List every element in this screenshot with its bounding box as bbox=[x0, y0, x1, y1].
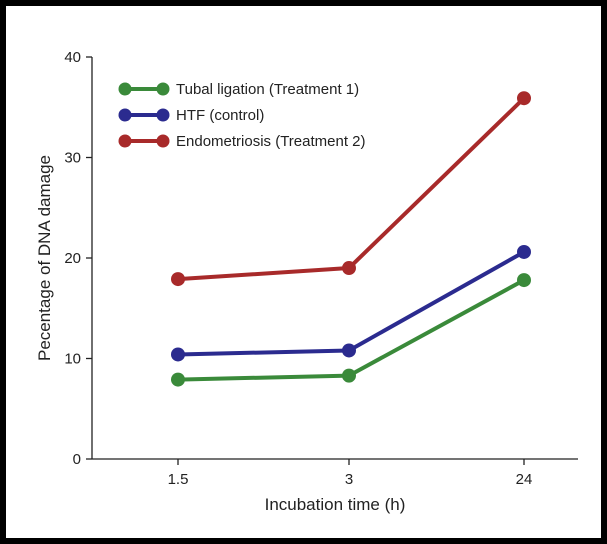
y-tick-label: 20 bbox=[64, 250, 81, 267]
series-layer bbox=[171, 91, 531, 387]
data-point bbox=[171, 272, 185, 287]
data-point bbox=[342, 368, 356, 383]
legend-label: Endometriosis (Treatment 2) bbox=[176, 133, 366, 150]
legend-marker bbox=[118, 108, 132, 122]
y-tick-label: 40 bbox=[64, 49, 81, 66]
legend-label: HTF (control) bbox=[176, 107, 264, 124]
legend-marker bbox=[118, 82, 132, 96]
data-point bbox=[517, 273, 531, 288]
x-tick-label: 24 bbox=[516, 471, 533, 488]
legend-label: Tubal ligation (Treatment 1) bbox=[176, 81, 359, 98]
series-1 bbox=[171, 273, 531, 387]
legend-marker bbox=[118, 134, 132, 148]
data-point bbox=[517, 91, 531, 106]
x-axis-label: Incubation time (h) bbox=[265, 495, 406, 514]
legend-marker bbox=[156, 134, 170, 148]
legend-marker bbox=[156, 82, 170, 96]
series-2 bbox=[171, 244, 531, 362]
legend-marker bbox=[156, 108, 170, 122]
y-tick-label: 10 bbox=[64, 351, 81, 368]
legend-item: Tubal ligation (Treatment 1) bbox=[118, 81, 359, 98]
data-point bbox=[342, 261, 356, 276]
series-3 bbox=[171, 91, 531, 287]
data-point bbox=[171, 372, 185, 387]
legend: Tubal ligation (Treatment 1) HTF (control… bbox=[118, 81, 366, 150]
y-tick-label: 30 bbox=[64, 150, 81, 167]
y-tick-label: 0 bbox=[73, 451, 81, 468]
data-point bbox=[171, 347, 185, 362]
series-line bbox=[177, 278, 525, 382]
series-line bbox=[177, 96, 526, 282]
legend-item: Endometriosis (Treatment 2) bbox=[118, 133, 366, 150]
data-point bbox=[517, 244, 531, 259]
x-tick-label: 3 bbox=[345, 471, 353, 488]
data-point bbox=[342, 343, 356, 358]
x-tick-label: 1.5 bbox=[168, 471, 189, 488]
legend-item: HTF (control) bbox=[118, 107, 264, 124]
y-axis-label: Pecentage of DNA damage bbox=[35, 155, 54, 361]
axes: 0 10 20 30 40 1.5 3 24 bbox=[64, 49, 578, 488]
